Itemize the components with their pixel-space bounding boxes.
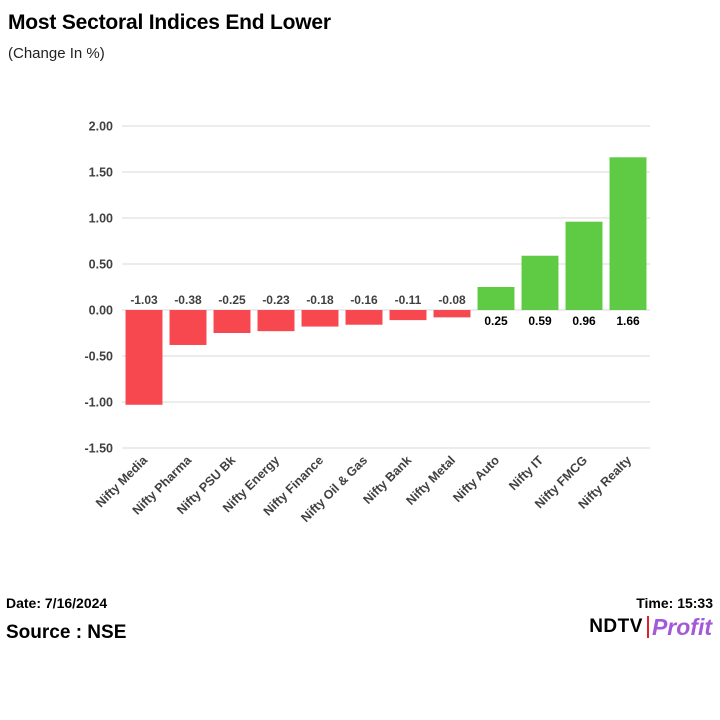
source-label: Source : NSE — [6, 622, 127, 643]
y-tick-label: -1.00 — [85, 396, 114, 410]
y-tick-label: 0.50 — [89, 258, 113, 272]
bar — [477, 287, 515, 310]
logo-ndtv-text: NDTV — [589, 616, 643, 637]
data-label: -0.18 — [306, 293, 334, 307]
chart-subtitle: (Change In %) — [8, 45, 105, 62]
y-tick-label: -0.50 — [85, 350, 114, 364]
bar — [345, 310, 383, 325]
data-label: -0.25 — [218, 293, 246, 307]
y-tick-label: 2.00 — [89, 120, 113, 134]
ndtv-profit-logo: NDTV Profit — [589, 614, 712, 640]
bar — [301, 310, 339, 327]
bar — [389, 310, 427, 321]
bar — [609, 157, 647, 310]
data-label: -0.11 — [395, 293, 422, 307]
bar — [521, 255, 559, 310]
y-tick-label: -1.50 — [85, 442, 114, 456]
data-label: -1.03 — [130, 293, 158, 307]
y-tick-label: 0.00 — [89, 304, 113, 318]
logo-divider — [646, 616, 649, 638]
y-tick-label: 1.50 — [89, 166, 113, 180]
y-tick-label: 1.00 — [89, 212, 113, 226]
bar — [169, 310, 207, 345]
data-label: -0.23 — [262, 293, 290, 307]
date-label: Date: 7/16/2024 — [6, 595, 108, 611]
x-tick-label: Nifty IT — [506, 453, 546, 493]
data-label: 0.96 — [572, 314, 596, 328]
bar — [433, 310, 471, 318]
bar — [257, 310, 295, 332]
time-label: Time: 15:33 — [636, 595, 713, 611]
data-label: -0.38 — [174, 293, 202, 307]
chart-title: Most Sectoral Indices End Lower — [8, 11, 331, 34]
data-label: 1.66 — [616, 314, 640, 328]
data-label: -0.08 — [438, 293, 466, 307]
bar — [213, 310, 251, 333]
data-label: 0.59 — [528, 314, 552, 328]
data-label: -0.16 — [350, 293, 378, 307]
data-label: 0.25 — [484, 314, 508, 328]
logo-profit-text: Profit — [651, 613, 712, 640]
x-tick-label: Nifty Auto — [450, 453, 502, 505]
bar — [125, 310, 163, 405]
bar — [565, 221, 603, 310]
